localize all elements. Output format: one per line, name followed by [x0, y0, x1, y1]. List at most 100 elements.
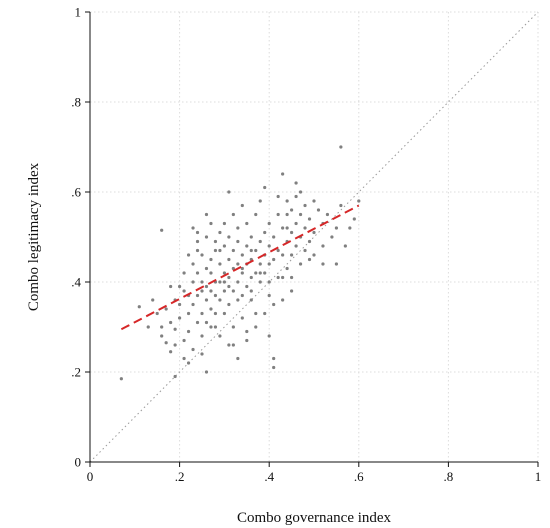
data-point-28: [191, 347, 195, 352]
x-tick-label-0: 0: [87, 469, 94, 484]
data-point-108: [267, 221, 271, 226]
data-point-120: [281, 172, 285, 176]
data-point-161: [213, 311, 218, 316]
data-point-157: [348, 226, 352, 230]
data-point-163: [182, 289, 186, 293]
data-point-119: [276, 275, 280, 280]
data-point-133: [294, 221, 298, 226]
data-point-142: [307, 217, 312, 221]
data-point-27: [191, 262, 195, 266]
data-point-43: [204, 370, 209, 374]
data-point-105: [263, 185, 267, 190]
data-point-63: [222, 289, 226, 293]
data-point-56: [218, 230, 222, 235]
data-point-171: [218, 248, 222, 253]
data-point-150: [325, 212, 330, 217]
data-point-182: [272, 302, 276, 307]
data-point-140: [303, 226, 307, 230]
data-point-16: [178, 302, 182, 307]
data-point-122: [281, 253, 285, 257]
data-point-174: [249, 248, 253, 253]
data-point-94: [249, 298, 253, 302]
data-point-64: [222, 311, 226, 316]
y-tick-label-0: 0: [75, 455, 82, 470]
data-point-100: [258, 262, 262, 266]
data-point-57: [218, 298, 222, 302]
data-point-115: [272, 365, 276, 370]
data-point-53: [213, 239, 218, 244]
data-point-107: [267, 244, 271, 248]
data-point-141: [303, 248, 307, 253]
data-point-61: [222, 244, 226, 248]
data-point-165: [204, 212, 209, 217]
data-point-9: [169, 320, 173, 325]
data-point-0: [119, 377, 123, 381]
y-tick-label-1: .2: [71, 365, 81, 380]
data-point-149: [321, 244, 325, 248]
data-point-50: [213, 248, 218, 253]
data-point-184: [254, 325, 258, 329]
data-point-36: [200, 253, 204, 257]
data-point-129: [290, 230, 294, 235]
data-point-146: [312, 253, 316, 257]
data-point-114: [272, 356, 276, 361]
data-point-54: [213, 293, 218, 298]
data-point-121: [281, 226, 285, 230]
data-point-95: [254, 248, 258, 253]
data-point-172: [227, 284, 231, 289]
data-point-143: [307, 239, 312, 244]
y-tick-label-2: .4: [71, 275, 81, 290]
data-point-147: [316, 208, 321, 212]
data-point-134: [294, 244, 298, 248]
data-point-112: [272, 235, 276, 239]
data-point-69: [227, 302, 231, 307]
data-point-183: [263, 311, 267, 316]
data-point-103: [263, 230, 267, 235]
data-point-83: [240, 203, 244, 208]
data-point-111: [267, 293, 271, 298]
fit-line: [120, 204, 360, 331]
y-axis-title: Combo legitimacy index: [26, 162, 42, 311]
data-point-70: [227, 343, 231, 347]
data-point-62: [222, 221, 226, 226]
data-point-25: [191, 226, 195, 230]
data-point-11: [173, 327, 177, 331]
data-point-124: [285, 212, 289, 217]
data-point-2: [146, 325, 150, 329]
y-tick-label-5: 1: [75, 5, 82, 20]
data-point-130: [290, 253, 294, 257]
data-point-126: [285, 199, 289, 203]
data-point-21: [186, 253, 191, 257]
data-point-73: [231, 212, 235, 217]
data-point-74: [231, 289, 235, 293]
data-point-34: [200, 280, 204, 284]
data-point-38: [200, 334, 204, 338]
data-point-167: [236, 298, 240, 302]
data-point-86: [245, 244, 249, 248]
data-point-59: [218, 334, 222, 338]
data-point-162: [195, 248, 200, 253]
data-point-138: [298, 190, 303, 194]
data-point-22: [186, 311, 191, 316]
data-point-44: [204, 320, 209, 325]
data-point-131: [290, 289, 294, 293]
data-point-175: [267, 280, 271, 284]
data-point-89: [245, 284, 249, 289]
data-point-158: [352, 217, 356, 221]
data-point-77: [236, 262, 240, 266]
data-point-169: [258, 271, 262, 275]
data-point-55: [218, 262, 222, 266]
data-point-99: [258, 239, 262, 244]
data-point-97: [254, 271, 258, 275]
data-point-81: [240, 253, 244, 257]
data-point-24: [191, 280, 195, 284]
data-point-1: [137, 305, 141, 309]
data-point-52: [213, 325, 218, 329]
data-point-66: [227, 235, 231, 239]
data-point-188: [173, 343, 177, 347]
data-point-76: [236, 239, 240, 244]
data-point-189: [160, 325, 164, 329]
data-point-106: [263, 271, 267, 275]
data-point-71: [231, 248, 235, 253]
